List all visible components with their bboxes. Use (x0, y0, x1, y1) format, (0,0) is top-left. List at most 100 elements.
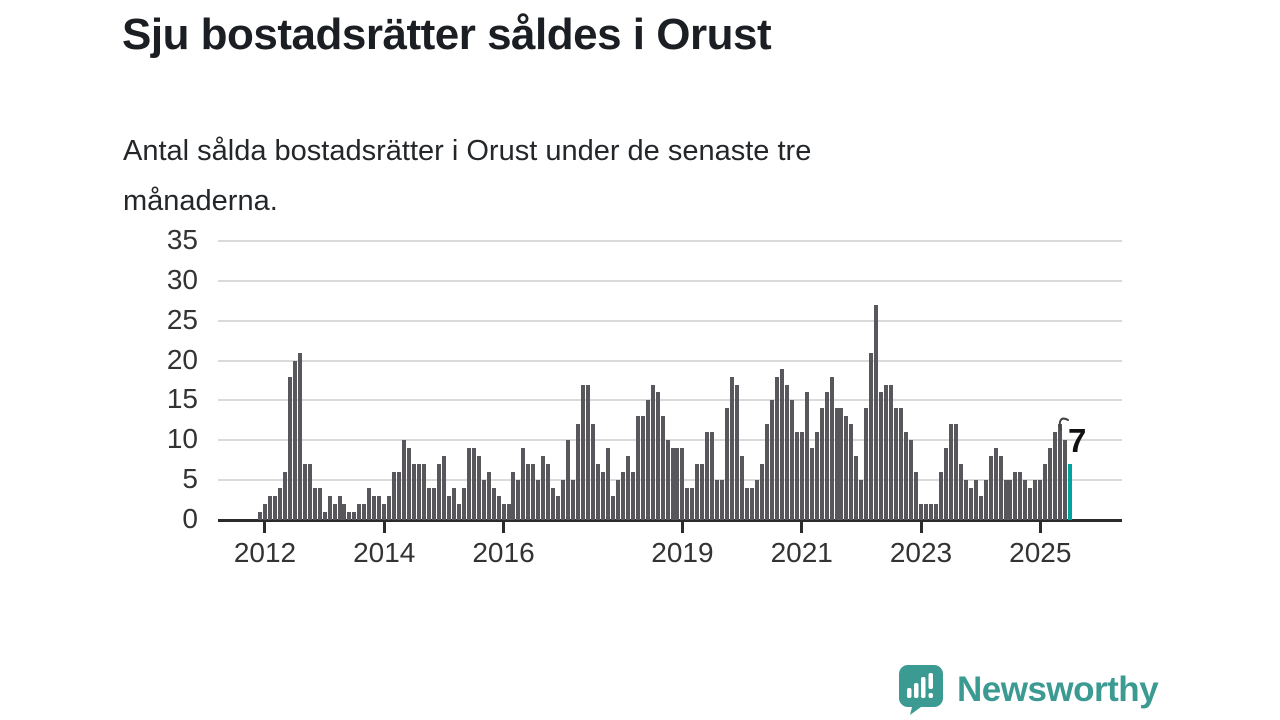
bar (615, 480, 620, 520)
bar (625, 456, 630, 520)
bar (675, 448, 680, 520)
bar (511, 472, 516, 520)
bar (590, 424, 595, 520)
bar (521, 448, 526, 520)
bar (958, 464, 963, 520)
y-axis-label-35: 35 (166, 224, 198, 255)
bar (1048, 448, 1053, 520)
bar (287, 376, 292, 520)
bar (277, 488, 282, 520)
bar (859, 480, 864, 520)
logo-bar-2 (914, 683, 919, 698)
bar (630, 472, 635, 520)
gridline-y-30 (218, 279, 1122, 282)
bar (879, 392, 884, 520)
bar (670, 448, 675, 520)
bar (372, 496, 377, 520)
bar (645, 400, 650, 520)
bar (655, 392, 660, 520)
bar (417, 464, 422, 520)
chart-title: Sju bostadsrätter såldes i Orust (122, 10, 772, 59)
bar (685, 488, 690, 520)
x-axis-line (218, 519, 1122, 522)
bar (407, 448, 412, 520)
x-axis-tick-2016 (502, 520, 506, 533)
bar (402, 440, 407, 520)
bar (779, 368, 784, 520)
bar (551, 488, 556, 520)
bar (600, 472, 605, 520)
chart-subtitle-line2: månaderna. (123, 185, 278, 217)
bar (581, 384, 586, 520)
x-axis-tick-2012 (263, 520, 267, 533)
bar (307, 464, 312, 520)
bar (357, 504, 362, 520)
y-axis-label-5: 5 (182, 463, 198, 495)
logo-exclamation-dot (928, 693, 933, 698)
bar (620, 472, 625, 520)
bar (1023, 480, 1028, 520)
bar (486, 472, 491, 520)
bar (725, 408, 730, 520)
bar (456, 504, 461, 520)
bar (824, 392, 829, 520)
bar (690, 488, 695, 520)
branding-footer: Newsworthy (899, 664, 1159, 716)
bar (431, 488, 436, 520)
bar (561, 480, 566, 520)
bar (327, 496, 332, 520)
bar (799, 432, 804, 520)
annotation-pointer-icon (1058, 417, 1069, 431)
bar (735, 384, 740, 520)
bar (993, 448, 998, 520)
bar (362, 504, 367, 520)
x-axis-label-2016: 2016 (472, 537, 535, 568)
bar (451, 488, 456, 520)
bar (794, 432, 799, 520)
bar (978, 496, 983, 520)
bar (526, 464, 531, 520)
bar (332, 504, 337, 520)
bar (844, 416, 849, 520)
bar (1043, 464, 1048, 520)
y-axis-label-15: 15 (166, 383, 198, 415)
bar (267, 496, 272, 520)
bar (258, 512, 262, 520)
bar (297, 352, 302, 520)
bar (536, 480, 541, 520)
branding-wordmark: Newsworthy (957, 670, 1159, 709)
bar (755, 480, 759, 520)
bar (337, 496, 342, 520)
bar (471, 448, 476, 520)
latest-value-annotation: 7 (1068, 422, 1087, 459)
bar (1028, 488, 1033, 520)
bar (804, 392, 809, 520)
bar (914, 472, 919, 520)
bar (983, 480, 988, 520)
bar (446, 496, 451, 520)
bar (894, 408, 899, 520)
bar (1018, 472, 1023, 520)
gridline-y-20 (218, 359, 1122, 362)
bar (576, 424, 581, 520)
bar (988, 456, 993, 520)
bar (740, 456, 745, 520)
bar (397, 472, 402, 520)
bar (923, 504, 928, 520)
bar (496, 496, 501, 520)
bar (566, 440, 571, 520)
bar (968, 488, 973, 520)
bar (849, 424, 854, 520)
bar (412, 464, 417, 520)
bar (909, 440, 914, 520)
bar (322, 512, 327, 520)
chart-subtitle: Antal sålda bostadsrätter i Orust under … (123, 126, 1143, 226)
bar (476, 456, 481, 520)
bar (392, 472, 397, 520)
bar (948, 424, 953, 520)
bar-chart-plot-area: 2012 2014 2016 2019 2021 2023 2025 (218, 240, 1122, 568)
bar (769, 400, 774, 520)
bar (928, 504, 933, 520)
bar (720, 480, 725, 520)
bar (784, 384, 789, 520)
